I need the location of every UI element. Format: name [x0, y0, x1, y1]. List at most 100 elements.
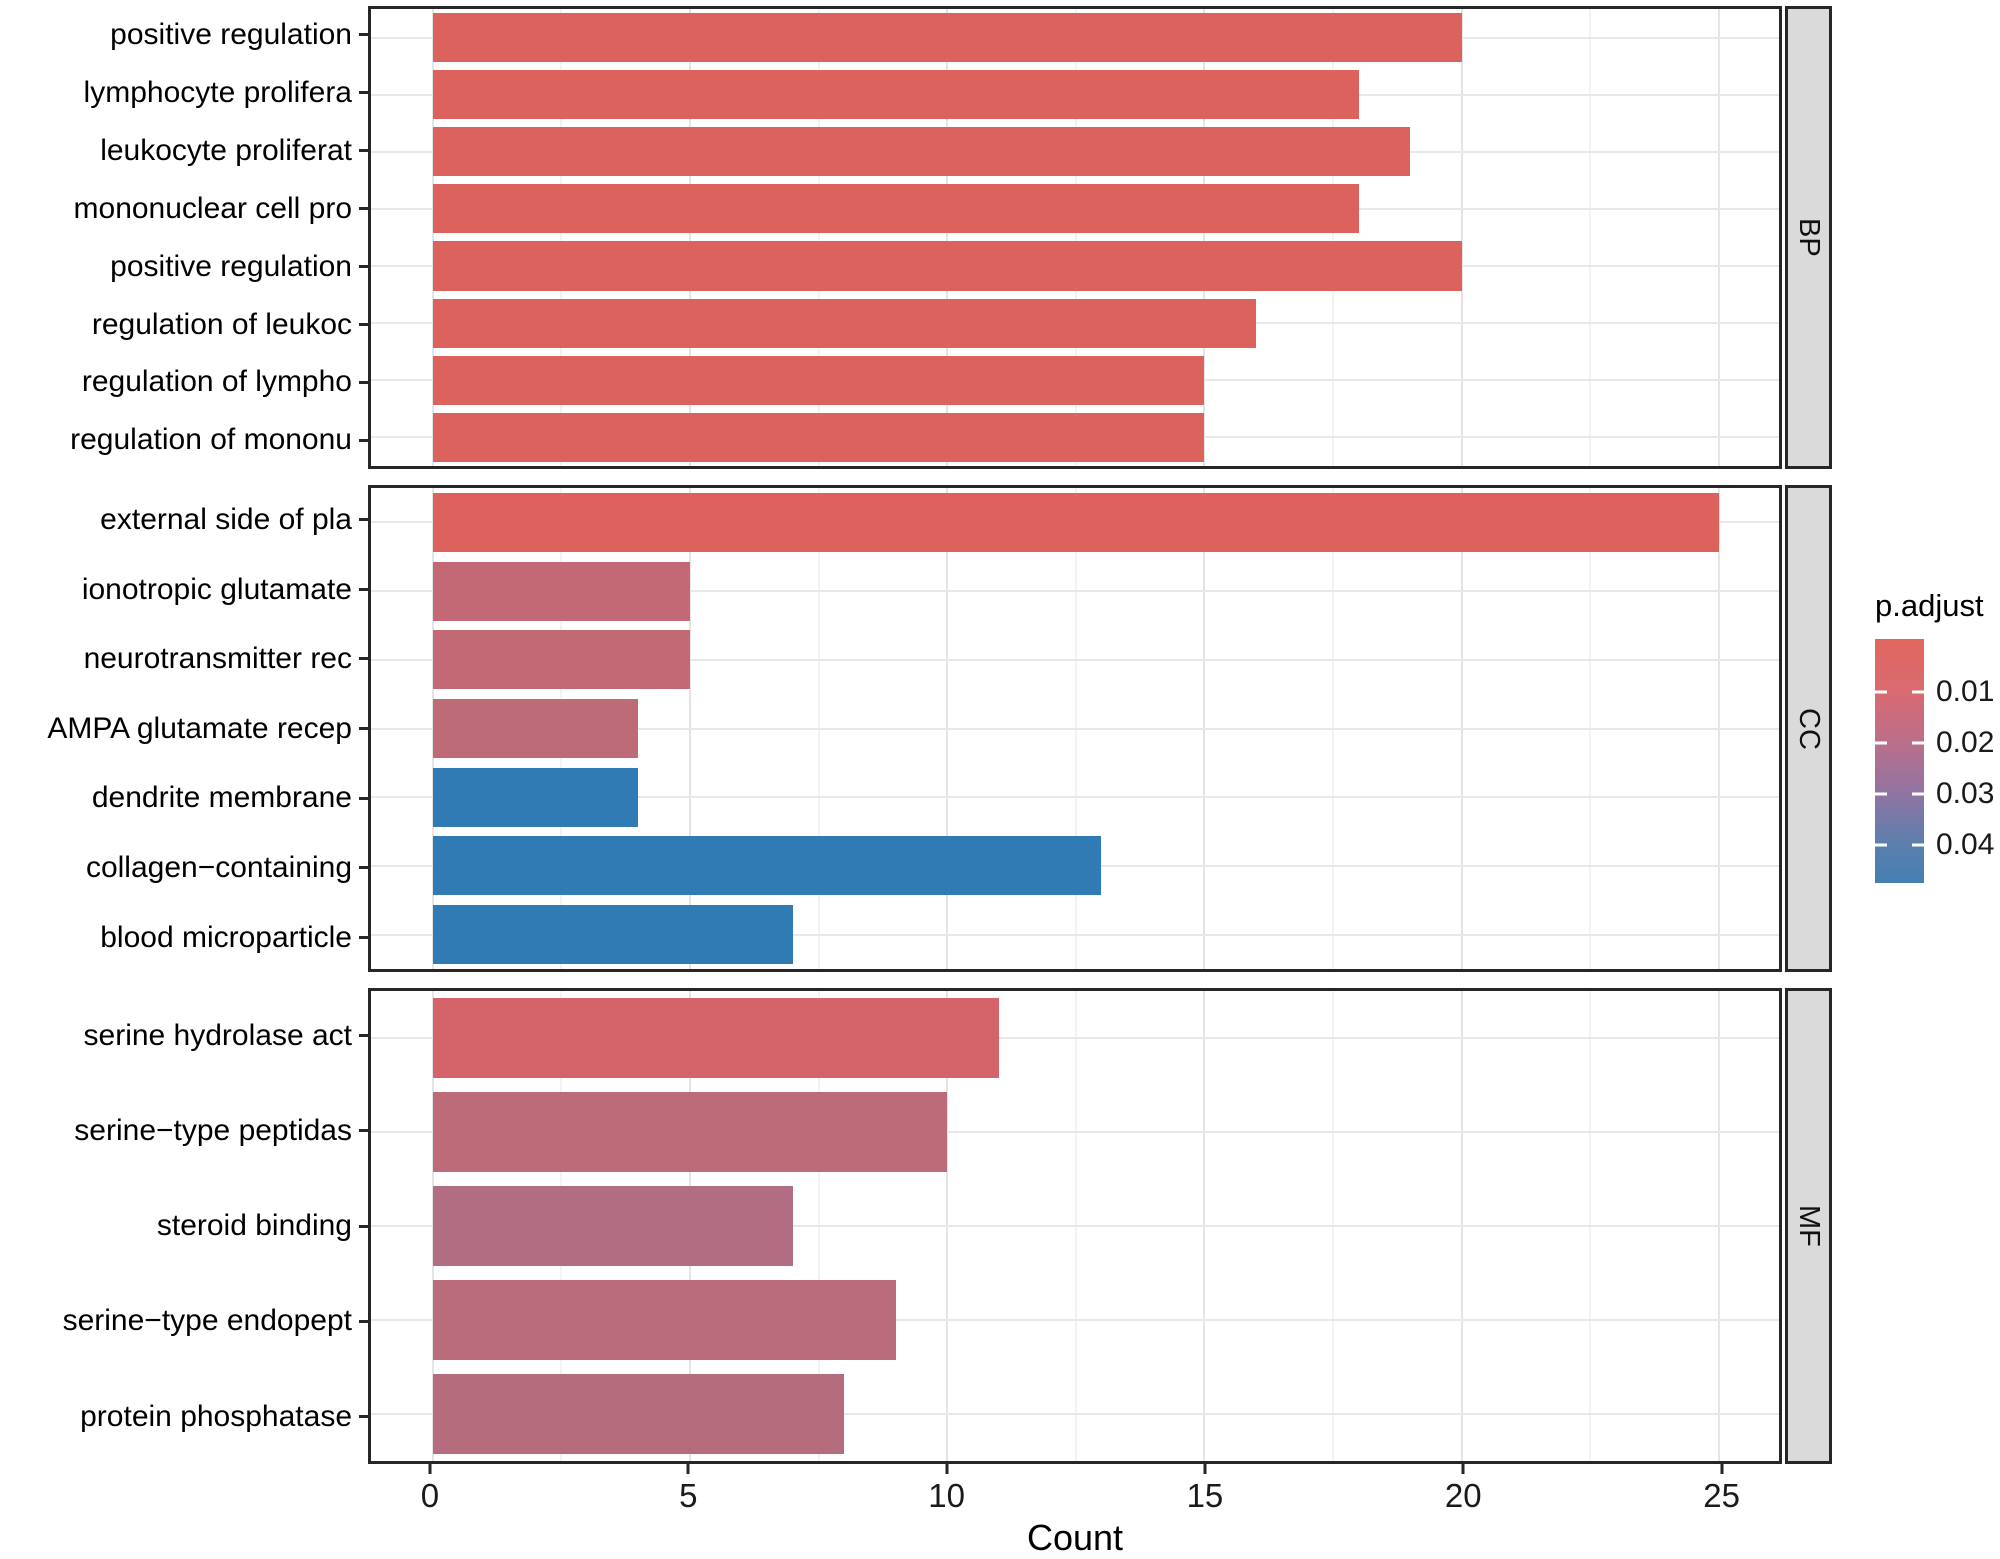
bar: [432, 905, 793, 965]
y-tick-mark: [359, 91, 368, 95]
bar: [432, 561, 690, 621]
category-row: [371, 625, 1779, 694]
bar: [432, 184, 1359, 234]
x-axis-title-row: Count: [368, 1517, 1782, 1559]
colorbar-tick-mark: [1912, 843, 1924, 847]
bar: [432, 1185, 793, 1267]
horizontal-gridline: [371, 1319, 1779, 1321]
minor-gridline: [1074, 9, 1077, 466]
facet-panel-BP: [368, 6, 1782, 469]
colorbar-labels: 0.01 0.02 0.03 0.04: [1936, 639, 2000, 883]
y-tick-mark: [359, 438, 368, 442]
facet-row-BP: positive regulation lymphocyte prolifera l…: [0, 6, 1832, 469]
facet-row-MF: serine hydrolase act serine−type peptidas…: [0, 988, 1832, 1464]
bar: [432, 836, 1102, 896]
y-axis-label: mononuclear cell pro: [73, 191, 352, 225]
major-gridline: [1460, 9, 1463, 466]
bar: [432, 412, 1205, 462]
facet-strip-label: MF: [1793, 1205, 1825, 1247]
y-axis-label: serine hydrolase act: [83, 1018, 352, 1052]
legend-title: p.adjust: [1875, 588, 1984, 623]
y-axis-label: regulation of mononu: [70, 423, 352, 457]
x-axis-labels: 0 5 10 15 20 25: [368, 1475, 1782, 1515]
colorbar-gradient: [1875, 639, 1924, 883]
y-label-row: mononuclear cell pro: [0, 180, 368, 238]
x-tick-mark: [428, 1464, 432, 1474]
bar: [432, 1373, 845, 1455]
bar: [432, 241, 1462, 291]
bar: [432, 298, 1256, 348]
x-tick-mark: [686, 1464, 690, 1474]
legend-body: 0.01 0.02 0.03 0.04: [1875, 639, 2000, 883]
major-gridline: [1203, 9, 1206, 466]
x-tick-label: 25: [1703, 1477, 1740, 1514]
y-tick-mark: [359, 1129, 368, 1133]
y-tick-mark: [359, 322, 368, 326]
colorbar-tick-mark: [1912, 792, 1924, 796]
minor-gridline: [1589, 9, 1592, 466]
horizontal-gridline: [371, 727, 1779, 730]
category-row: [371, 1367, 1779, 1461]
bar: [432, 997, 999, 1079]
y-label-row: protein phosphatase: [0, 1369, 368, 1464]
colorbar-tick-mark: [1875, 792, 1887, 796]
y-label-row: ionotropic glutamate: [0, 555, 368, 625]
colorbar-tick-mark: [1875, 741, 1887, 745]
y-tick-mark: [359, 33, 368, 37]
minor-gridline: [817, 9, 820, 466]
y-tick-mark: [359, 727, 368, 731]
colorbar-tick-mark: [1875, 843, 1887, 847]
y-label-row: serine−type peptidas: [0, 1083, 368, 1178]
y-label-row: lymphocyte prolifera: [0, 64, 368, 122]
minor-gridline: [560, 9, 563, 466]
y-label-row: AMPA glutamate recep: [0, 694, 368, 764]
colorbar-tick-mark: [1875, 690, 1887, 694]
y-tick-mark: [359, 657, 368, 661]
y-tick-mark: [359, 796, 368, 800]
category-row: [371, 409, 1779, 466]
y-axis-label: AMPA glutamate recep: [47, 711, 352, 745]
legend: p.adjust 0.01 0.02 0.03 0.04: [1875, 588, 2000, 883]
major-gridline: [1717, 9, 1720, 466]
y-label-row: regulation of lympho: [0, 353, 368, 411]
bar: [432, 70, 1359, 120]
bar: [432, 355, 1205, 405]
category-row: [371, 295, 1779, 352]
y-axis-label: collagen−containing: [85, 850, 352, 884]
y-label-row: regulation of mononu: [0, 411, 368, 469]
minor-gridline: [1332, 9, 1335, 466]
colorbar-tick-label: 0.01: [1936, 675, 1995, 709]
y-label-row: positive regulation: [0, 238, 368, 296]
y-tick-mark: [359, 518, 368, 522]
y-axis-label: dendrite membrane: [91, 781, 352, 815]
category-row: [371, 238, 1779, 295]
category-row: [371, 180, 1779, 237]
x-tick-label: 20: [1444, 1477, 1482, 1514]
category-row: [371, 66, 1779, 123]
horizontal-gridline: [371, 1037, 1779, 1039]
bar: [432, 698, 639, 759]
panel-rows: [371, 991, 1779, 1461]
colorbar-tick-label: 0.02: [1936, 726, 1995, 760]
category-row: [371, 488, 1779, 557]
facet-strip-label: CC: [1793, 707, 1825, 750]
y-axis-labels: serine hydrolase act serine−type peptidas…: [0, 988, 368, 1464]
y-tick-mark: [359, 149, 368, 153]
x-tick-label: 5: [679, 1477, 698, 1514]
y-label-row: leukocyte proliferat: [0, 122, 368, 180]
x-axis-ticks: [368, 1464, 1782, 1475]
x-tick-label: 15: [1186, 1477, 1224, 1514]
horizontal-gridline: [371, 590, 1779, 593]
category-row: [371, 991, 1779, 1085]
bar: [432, 1091, 948, 1173]
y-label-row: regulation of leukoc: [0, 295, 368, 353]
horizontal-gridline: [371, 933, 1779, 936]
y-tick-mark: [359, 1224, 368, 1228]
x-axis-title: Count: [1026, 1517, 1124, 1558]
category-row: [371, 557, 1779, 626]
colorbar-tick-label: 0.04: [1936, 828, 1995, 862]
y-axis-label: neurotransmitter rec: [83, 642, 352, 676]
bar: [432, 492, 1719, 552]
panel-rows: [371, 488, 1779, 969]
